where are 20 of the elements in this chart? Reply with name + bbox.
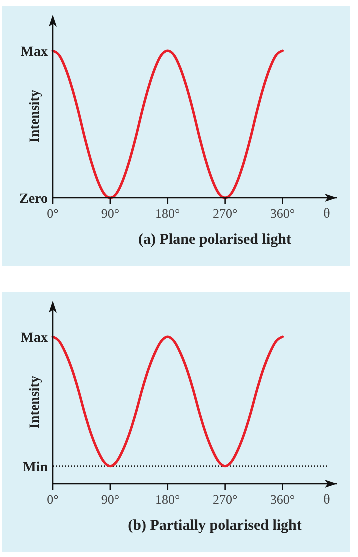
ref-line-label: Min: [23, 460, 48, 476]
text: Zero: [19, 192, 48, 207]
x-tick-label: 90°: [101, 206, 120, 221]
x-tick-label: 180°: [156, 492, 180, 507]
text: (a) Plane polarised light: [138, 232, 292, 248]
y-axis-title: Intensity: [28, 376, 43, 429]
text: (b) Partially polarised light: [128, 518, 302, 534]
x-axis-title: θ: [324, 493, 331, 508]
x-tick-label: 360°: [270, 206, 296, 221]
x-tick-label: 360°: [270, 492, 296, 507]
x-tick-label: 0°: [47, 492, 59, 507]
text: Max: [20, 331, 48, 346]
x-axis-title: θ: [324, 207, 331, 222]
text: Max: [20, 45, 48, 60]
y-axis-title: Intensity: [28, 90, 43, 143]
x-tick-label: 0°: [47, 206, 59, 221]
x-tick-label: 270°: [212, 492, 238, 507]
x-tick-label: 90°: [101, 492, 120, 507]
x-tick-label: 270°: [212, 206, 238, 221]
x-tick-label: 180°: [156, 206, 180, 221]
